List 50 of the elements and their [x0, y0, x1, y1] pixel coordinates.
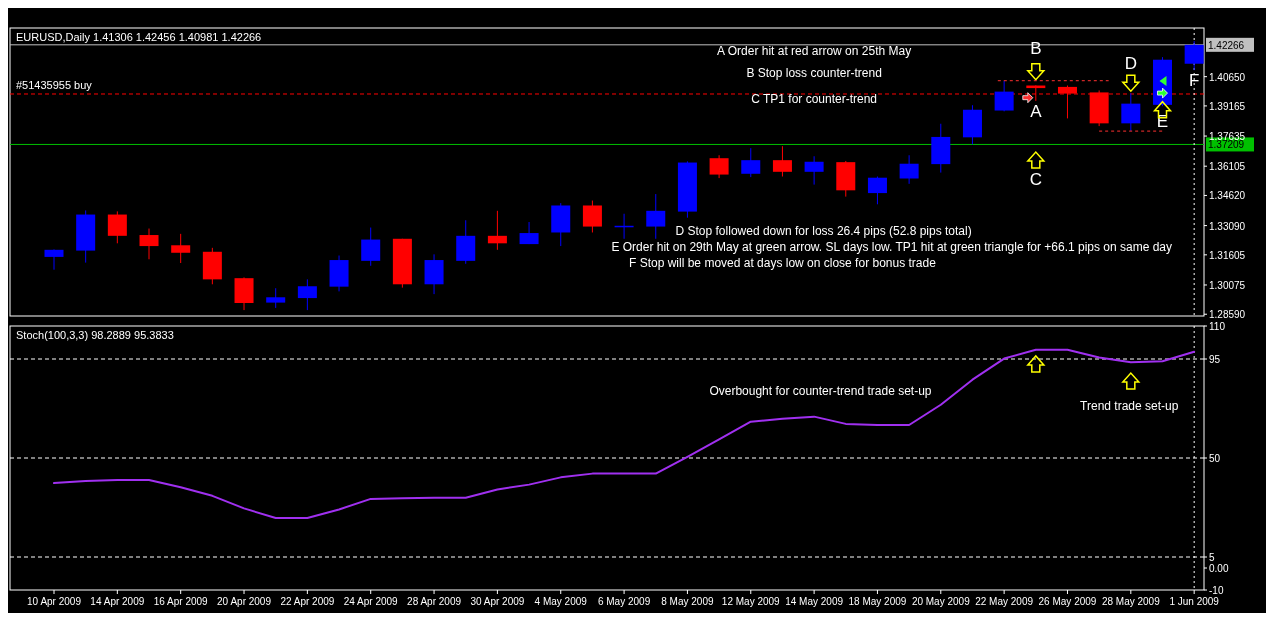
annotation: E Order hit on 29th May at green arrow. SL days low. TP1 hit at green triangle for +66.1 pips on same day	[611, 240, 1173, 255]
x-tick-label: 28 May 2009	[1101, 596, 1161, 607]
annotation: F Stop will be moved at days low on close for bonus trade	[629, 256, 937, 271]
annotation: D Stop followed down for loss 26.4 pips (52.8 pips total)	[675, 224, 972, 239]
x-tick-label: 26 May 2009	[1038, 596, 1097, 607]
x-tick-label: 22 May 2009	[975, 596, 1034, 607]
y-tick-label: -10	[1209, 585, 1224, 596]
y-tick-label: 1.34620	[1209, 190, 1246, 202]
y-tick-label: 1.40650	[1209, 71, 1246, 83]
x-tick-label: 14 May 2009	[785, 596, 844, 607]
x-tick-label: 24 Apr 2009	[343, 596, 399, 607]
y-tick-label: 1.36105	[1209, 161, 1246, 173]
x-tick-label: 12 May 2009	[721, 596, 781, 607]
x-tick-label: 30 Apr 2009	[470, 596, 525, 607]
x-tick-label: 28 Apr 2009	[407, 596, 462, 607]
x-tick-label: 20 Apr 2009	[217, 596, 272, 607]
x-tick-label: 16 Apr 2009	[153, 596, 209, 607]
y-tick-label: 5	[1209, 552, 1215, 563]
y-tick-label: 95	[1209, 354, 1221, 365]
y-tick-label: 110	[1209, 321, 1226, 332]
ref-line-label: #51435955 buy	[16, 78, 93, 91]
annotation: C	[1029, 169, 1042, 189]
annotation: B Stop loss counter-trend	[746, 65, 882, 80]
annotation: D	[1124, 53, 1137, 73]
y-tick-label: 1.30075	[1209, 279, 1246, 291]
x-tick-label: 4 May 2009	[534, 596, 588, 607]
y-tick-label: 1.28590	[1209, 309, 1246, 321]
x-tick-label: 20 May 2009	[911, 596, 971, 607]
y-tick-label: 1.31605	[1209, 249, 1246, 261]
x-tick-label: 8 May 2009	[661, 596, 714, 607]
annotation: C TP1 for counter-trend	[751, 91, 878, 106]
x-tick-label: 1 Jun 2009	[1169, 596, 1220, 607]
chart-title: Stoch(100,3,3) 98.2889 95.3833	[16, 329, 174, 341]
annotation: A Order hit at red arrow on 25th May	[717, 44, 912, 59]
annotation: F	[1188, 70, 1200, 90]
x-tick-label: 18 May 2009	[848, 596, 907, 607]
annotation: Trend trade set-up	[1080, 399, 1179, 414]
y-tick-label: 50	[1209, 453, 1221, 464]
chart-title: EURUSD,Daily 1.41306 1.42456 1.40981 1.42266	[16, 31, 262, 43]
annotation: Overbought for counter-trend trade set-up	[709, 383, 932, 398]
annotation: B	[1030, 38, 1042, 58]
x-tick-label: 22 Apr 2009	[280, 596, 335, 607]
x-tick-label: 10 Apr 2009	[27, 596, 82, 607]
y-tick-label: 1.39165	[1209, 100, 1246, 112]
ref-line-label: 1.42266	[1208, 39, 1245, 51]
y-tick-label: 1.33090	[1209, 220, 1246, 232]
y-tick-label: 0.00	[1209, 563, 1229, 574]
annotation: A	[1030, 102, 1043, 122]
x-tick-label: 14 Apr 2009	[90, 596, 145, 607]
x-tick-label: 6 May 2009	[597, 596, 651, 607]
